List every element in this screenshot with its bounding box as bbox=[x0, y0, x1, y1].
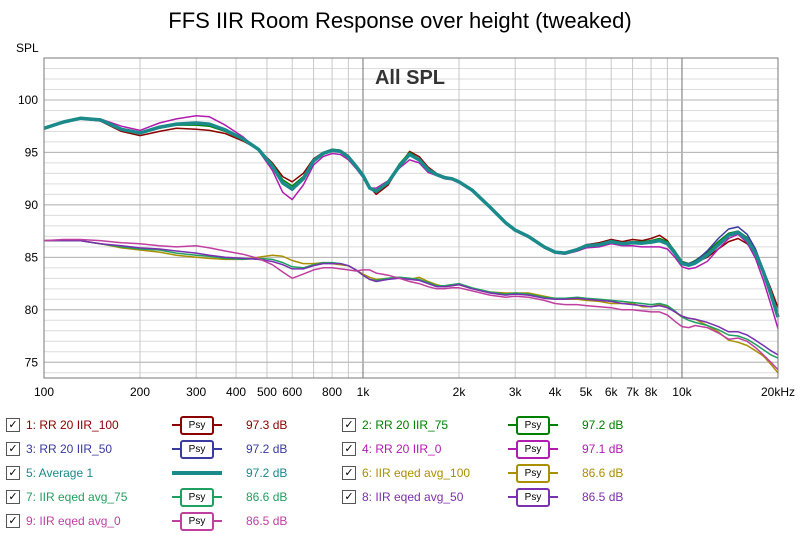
x-tick-label: 4k bbox=[549, 385, 563, 399]
x-tick-label: 400 bbox=[226, 385, 246, 399]
x-tick-label: 100 bbox=[34, 385, 54, 399]
legend-label: 3: RR 20 IIR_50 bbox=[26, 442, 113, 456]
series-line-7 bbox=[44, 239, 779, 359]
x-tick-label: 300 bbox=[186, 385, 206, 399]
x-tick-label: 20kHz bbox=[761, 385, 795, 399]
legend-line-sample[interactable]: Psy bbox=[172, 416, 222, 435]
legend-label: 4: RR 20 IIR_0 bbox=[362, 442, 442, 456]
x-tick-label: 600 bbox=[282, 385, 302, 399]
legend-checkbox[interactable]: ✓ bbox=[6, 490, 20, 504]
legend-label: 8: IIR eqed avg_50 bbox=[362, 490, 464, 504]
x-tick-label: 8k bbox=[645, 385, 659, 399]
legend-checkbox[interactable]: ✓ bbox=[342, 466, 356, 480]
x-tick-label: 10k bbox=[672, 385, 692, 399]
legend-label: 2: RR 20 IIR_75 bbox=[362, 418, 449, 432]
legend-value: 97.3 dB bbox=[246, 418, 288, 432]
legend-item-6[interactable]: ✓ 6: IIR eqed avg_100 Psy 86.6 dB bbox=[342, 464, 672, 484]
legend-value: 86.5 dB bbox=[582, 490, 624, 504]
legend-checkbox[interactable]: ✓ bbox=[6, 418, 20, 432]
psy-badge: Psy bbox=[180, 488, 214, 507]
legend-checkbox[interactable]: ✓ bbox=[342, 490, 356, 504]
legend-checkbox[interactable]: ✓ bbox=[342, 442, 356, 456]
series-line-9 bbox=[43, 238, 779, 371]
y-axis-label: SPL bbox=[16, 41, 39, 55]
y-tick-label: 95 bbox=[25, 145, 39, 159]
x-tick-label: 200 bbox=[130, 385, 150, 399]
chart-title: FFS IIR Room Response over height (tweak… bbox=[168, 8, 632, 33]
legend-value: 86.6 dB bbox=[246, 490, 288, 504]
legend-value: 86.5 dB bbox=[246, 514, 288, 528]
x-tick-label: 7k bbox=[626, 385, 640, 399]
legend-checkbox[interactable]: ✓ bbox=[6, 466, 20, 480]
legend-item-1[interactable]: ✓ 1: RR 20 IIR_100 Psy 97.3 dB bbox=[6, 416, 336, 436]
legend-value: 97.2 dB bbox=[246, 466, 288, 480]
legend-item-9[interactable]: ✓ 9: IIR eqed avg_0 Psy 86.5 dB bbox=[6, 512, 336, 532]
psy-badge: Psy bbox=[516, 440, 550, 459]
plot-area bbox=[43, 57, 779, 379]
legend-item-8[interactable]: ✓ 8: IIR eqed avg_50 Psy 86.5 dB bbox=[342, 488, 672, 508]
legend-line-sample[interactable]: Psy bbox=[508, 464, 558, 483]
legend-line-sample[interactable]: Psy bbox=[508, 416, 558, 435]
legend-checkbox[interactable]: ✓ bbox=[6, 514, 20, 528]
legend-line-sample[interactable]: Psy bbox=[172, 488, 222, 507]
legend-line-sample[interactable]: Psy bbox=[508, 488, 558, 507]
series-line-5 bbox=[43, 116, 780, 318]
x-tick-label: 5k bbox=[580, 385, 594, 399]
psy-badge: Psy bbox=[516, 416, 550, 435]
legend-line-sample[interactable]: Psy bbox=[172, 440, 222, 459]
x-tick-label: 800 bbox=[322, 385, 342, 399]
legend: ✓ 1: RR 20 IIR_100 Psy 97.3 dB ✓ 2: RR 20 IIR… bbox=[0, 412, 800, 534]
x-tick-label: 500 bbox=[257, 385, 277, 399]
x-tick-label: 3k bbox=[509, 385, 523, 399]
legend-line bbox=[172, 471, 222, 475]
y-tick-label: 85 bbox=[25, 250, 39, 264]
y-tick-label: 80 bbox=[25, 303, 39, 317]
psy-badge: Psy bbox=[516, 464, 550, 483]
legend-line-sample[interactable] bbox=[172, 464, 222, 482]
legend-value: 97.2 dB bbox=[582, 418, 624, 432]
legend-checkbox[interactable]: ✓ bbox=[6, 442, 20, 456]
y-tick-label: 90 bbox=[25, 198, 39, 212]
legend-item-3[interactable]: ✓ 3: RR 20 IIR_50 Psy 97.2 dB bbox=[6, 440, 336, 460]
plot-frame bbox=[43, 57, 779, 379]
x-tick-label: 2k bbox=[453, 385, 467, 399]
legend-item-4[interactable]: ✓ 4: RR 20 IIR_0 Psy 97.1 dB bbox=[342, 440, 672, 460]
series-line-8 bbox=[44, 239, 779, 356]
x-tick-label: 6k bbox=[605, 385, 619, 399]
psy-badge: Psy bbox=[516, 488, 550, 507]
legend-item-7[interactable]: ✓ 7: IIR eqed avg_75 Psy 86.6 dB bbox=[6, 488, 336, 508]
legend-label: 7: IIR eqed avg_75 bbox=[26, 490, 128, 504]
chart-plot: 75 80 85 90 95 100 100 200 300 400 500 600 800 1k 2k 3k… bbox=[16, 41, 795, 399]
panel-label: All SPL bbox=[375, 67, 445, 89]
legend-line-sample[interactable]: Psy bbox=[508, 440, 558, 459]
legend-value: 86.6 dB bbox=[582, 466, 624, 480]
legend-label: 5: Average 1 bbox=[26, 466, 94, 480]
legend-label: 6: IIR eqed avg_100 bbox=[362, 466, 471, 480]
legend-line-sample[interactable]: Psy bbox=[172, 512, 222, 531]
legend-label: 9: IIR eqed avg_0 bbox=[26, 514, 121, 528]
psy-badge: Psy bbox=[180, 440, 214, 459]
legend-label: 1: RR 20 IIR_100 bbox=[26, 418, 119, 432]
y-tick-label: 75 bbox=[25, 355, 39, 369]
y-tick-label: 100 bbox=[18, 93, 38, 107]
legend-value: 97.1 dB bbox=[582, 442, 624, 456]
x-tick-label: 1k bbox=[357, 385, 371, 399]
legend-checkbox[interactable]: ✓ bbox=[342, 418, 356, 432]
legend-value: 97.2 dB bbox=[246, 442, 288, 456]
psy-badge: Psy bbox=[180, 416, 214, 435]
legend-item-5[interactable]: ✓ 5: Average 1 97.2 dB bbox=[6, 464, 336, 484]
legend-item-2[interactable]: ✓ 2: RR 20 IIR_75 Psy 97.2 dB bbox=[342, 416, 672, 436]
psy-badge: Psy bbox=[180, 512, 214, 531]
